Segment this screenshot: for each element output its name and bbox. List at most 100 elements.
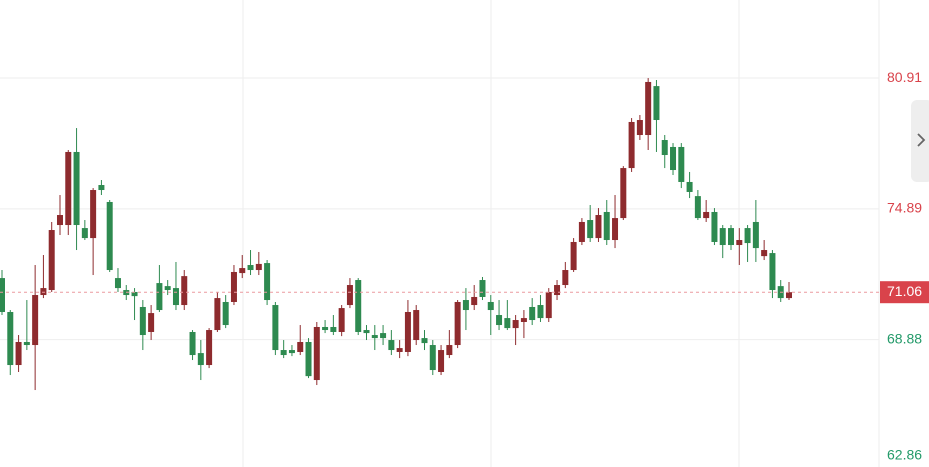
candle-body <box>380 333 387 339</box>
candle-body <box>148 313 155 332</box>
candle-body <box>131 291 138 297</box>
candle-body <box>181 276 188 306</box>
candle-body <box>636 120 643 136</box>
candle-body <box>305 341 312 377</box>
candle-body <box>678 146 685 182</box>
candle-body <box>587 220 594 239</box>
scroll-button[interactable] <box>911 100 929 182</box>
candle-body <box>570 241 577 271</box>
candle-body <box>736 240 743 246</box>
candle-body <box>529 306 536 321</box>
candle-body <box>479 280 486 297</box>
candle-body <box>537 305 544 319</box>
candle-body <box>645 81 652 136</box>
candle-body <box>620 168 627 219</box>
candle-body <box>264 263 271 301</box>
candle-body <box>512 320 519 329</box>
candle-body <box>355 280 362 332</box>
current-price-label: 71.06 <box>887 283 922 299</box>
candle-body <box>164 286 171 291</box>
candle-body <box>222 301 229 326</box>
candle-body <box>106 201 113 271</box>
candle-body <box>711 211 718 242</box>
candle-body <box>7 311 14 366</box>
candle-body <box>189 331 196 356</box>
y-tick-label: 80.91 <box>887 69 922 85</box>
candle-body <box>346 285 353 306</box>
candle-body <box>280 350 287 356</box>
candle-body <box>786 292 792 299</box>
y-tick-label: 68.88 <box>887 330 922 346</box>
grid <box>0 77 879 341</box>
candle-body <box>172 288 179 306</box>
candle-body <box>438 350 445 372</box>
candle-body <box>288 350 295 354</box>
candle-body <box>206 330 213 366</box>
candle-body <box>15 341 22 366</box>
current-price-box <box>880 281 929 304</box>
candle-body <box>446 345 453 356</box>
candle-body <box>454 301 461 346</box>
candle-body <box>230 271 237 302</box>
candle-body <box>413 310 420 341</box>
candle-body <box>363 330 370 334</box>
candle-body <box>81 228 88 239</box>
candle-body <box>752 221 759 249</box>
candle-body <box>562 270 569 286</box>
candle-body <box>90 190 97 239</box>
candle-body <box>197 353 204 366</box>
candle-body <box>554 285 561 296</box>
candle-body <box>156 283 163 311</box>
candle-body <box>139 306 146 336</box>
candle-body <box>703 211 710 219</box>
candle-body <box>255 263 262 271</box>
chevron-icon <box>917 133 926 147</box>
candle-body <box>0 278 5 312</box>
y-axis: 80.91 74.89 68.88 62.86 71.06 <box>880 69 929 463</box>
candle-body <box>297 341 304 352</box>
candle-body <box>487 301 494 311</box>
candle-body <box>603 211 610 241</box>
candles <box>0 78 879 391</box>
candle-body <box>114 278 121 289</box>
candle-body <box>23 341 30 346</box>
candle-body <box>421 338 428 344</box>
candle-body <box>338 308 345 332</box>
candle-body <box>214 298 221 331</box>
y-tick-label: 62.86 <box>887 447 922 463</box>
candle-body <box>686 181 693 192</box>
candle-body <box>462 300 469 311</box>
scroll-tab[interactable] <box>911 100 929 182</box>
candle-body <box>628 121 635 169</box>
candle-body <box>272 305 279 351</box>
candle-body <box>322 326 329 331</box>
candle-body <box>330 326 337 332</box>
candle-body <box>429 345 436 371</box>
candle-body <box>719 228 726 246</box>
candle-body <box>496 315 503 326</box>
candle-body <box>769 253 776 291</box>
candle-body <box>661 140 668 156</box>
candle-body <box>694 196 701 219</box>
candle-body <box>545 291 552 319</box>
candle-body <box>670 146 677 171</box>
candle-body <box>313 326 320 381</box>
candle-body <box>404 311 411 352</box>
y-tick-label: 74.89 <box>887 200 922 216</box>
candle-body <box>98 185 105 191</box>
candle-body <box>471 296 478 306</box>
candle-body <box>32 295 39 346</box>
candle-body <box>761 250 768 257</box>
candle-body <box>73 151 80 226</box>
candle-body <box>388 340 395 351</box>
candle-body <box>65 151 72 226</box>
candle-body <box>247 265 254 271</box>
candle-body <box>239 268 246 274</box>
candle-body <box>728 228 735 246</box>
candle-body <box>595 215 602 239</box>
candle-body <box>744 228 751 244</box>
candle-body <box>612 218 619 241</box>
candle-body <box>56 215 63 226</box>
